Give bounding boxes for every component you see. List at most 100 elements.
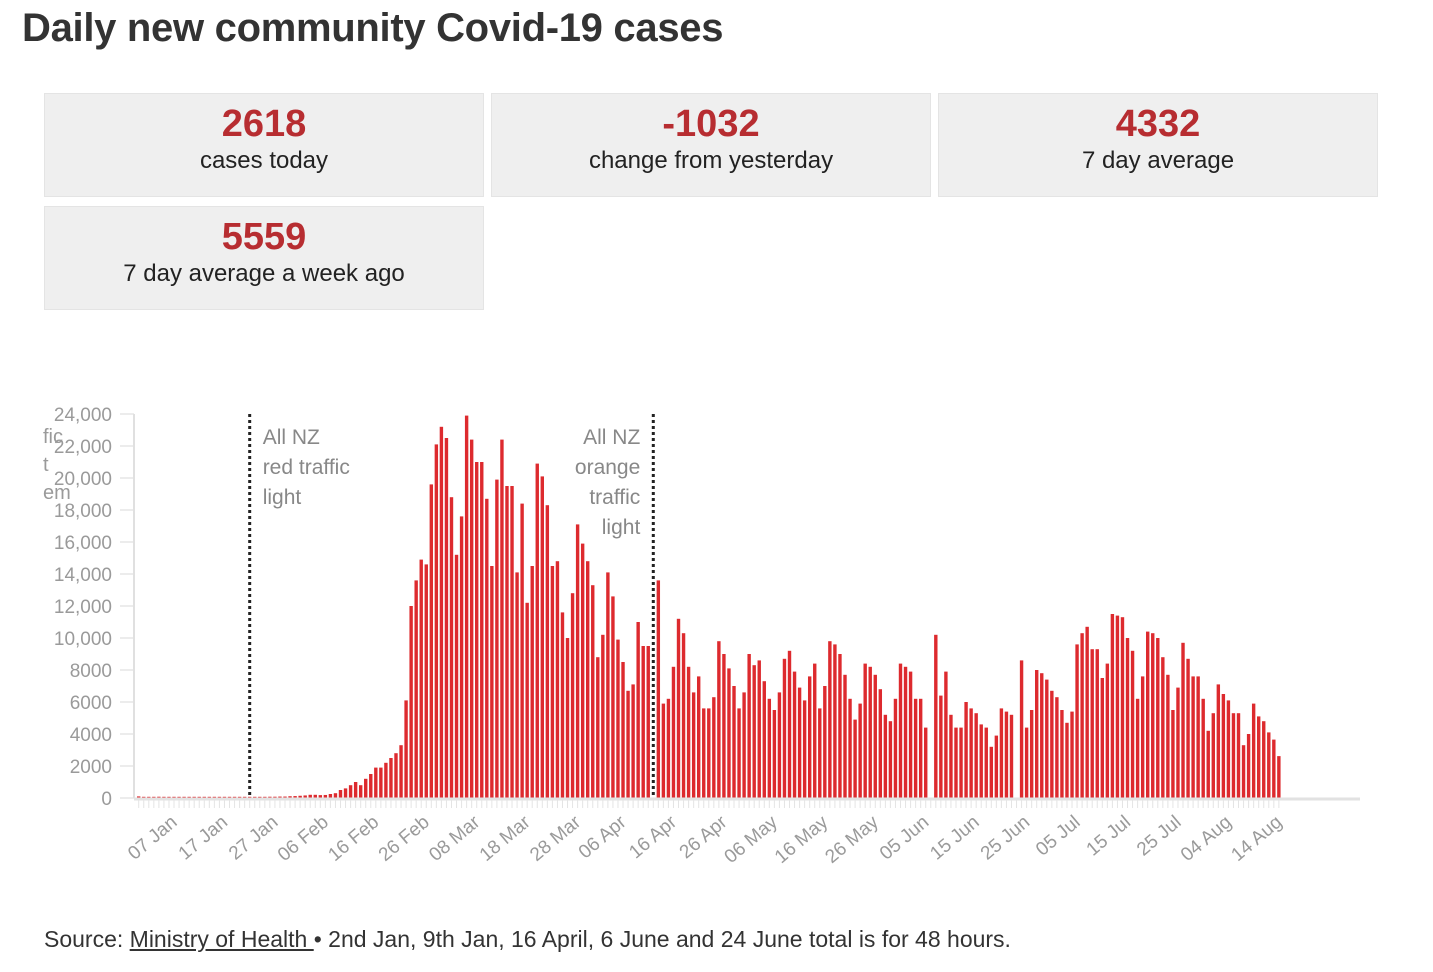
stat-value: -1032 (662, 103, 760, 145)
bar (757, 660, 761, 798)
bar (1251, 703, 1256, 798)
ministry-of-health-link[interactable]: Ministry of Health (129, 926, 314, 952)
bar (1120, 617, 1125, 798)
bar (379, 767, 383, 798)
bar (414, 580, 418, 798)
bar (873, 674, 877, 798)
axes: 0 2000 4000 6000 8000 10,000 12,000 14,000 16,00… (43, 405, 1360, 868)
bar (480, 462, 484, 798)
bar (843, 674, 847, 798)
bar (152, 796, 156, 798)
bar (1176, 687, 1180, 798)
bar (1216, 684, 1221, 798)
bar (530, 566, 534, 798)
bar (868, 666, 872, 798)
bar (535, 463, 539, 798)
bar (242, 796, 247, 798)
bar (1201, 698, 1205, 798)
x-tick-label: 18 Mar (476, 811, 535, 866)
x-tick-label: 08 Mar (425, 811, 484, 866)
bar (1070, 711, 1074, 798)
bar (747, 654, 751, 798)
bar (833, 644, 837, 798)
bar (989, 746, 994, 798)
bar (913, 698, 918, 798)
bar (1085, 626, 1089, 798)
y-axis-gridlines (120, 413, 134, 799)
bar (1236, 713, 1241, 798)
bar (247, 796, 252, 798)
bar (1065, 722, 1069, 798)
stat-label: 7 day average a week ago (123, 260, 405, 287)
bar (222, 796, 227, 798)
stat-label: change from yesterday (588, 147, 834, 174)
bar (893, 698, 898, 798)
bar (823, 686, 827, 798)
bar-series (137, 415, 1281, 798)
x-tick-label: 16 May (771, 811, 833, 867)
bar (389, 758, 393, 798)
bar (707, 708, 711, 798)
bar (1024, 727, 1029, 798)
stat-card-7-day-average-week-ago: 5559 7 day average a week ago (44, 206, 484, 310)
bar (475, 462, 479, 798)
bar (1125, 638, 1130, 798)
y-axis-overlap-text: t (43, 454, 49, 476)
bar (1231, 713, 1236, 798)
bar (1095, 649, 1099, 798)
bar (777, 692, 782, 798)
bar (924, 727, 928, 798)
bar (328, 794, 333, 798)
bar (717, 641, 721, 798)
bar (1110, 614, 1115, 798)
bar (1080, 633, 1084, 798)
stat-card-7-day-average: 4332 7 day average (938, 93, 1378, 197)
y-tick-label: 16,000 (54, 533, 112, 554)
bar (197, 796, 201, 798)
bar (1100, 678, 1104, 798)
y-tick-label: 2000 (70, 757, 112, 778)
stat-label: 7 day average (1081, 147, 1235, 174)
bar (1246, 734, 1251, 798)
bar (732, 686, 736, 798)
bar (333, 793, 338, 798)
bar (848, 698, 852, 798)
bar (369, 774, 373, 798)
y-tick-label: 24,000 (54, 405, 112, 426)
bar (358, 785, 363, 798)
bar (1171, 710, 1175, 798)
bar (918, 698, 923, 798)
x-tick-label: 14 Aug (1227, 812, 1286, 866)
bar (984, 727, 988, 798)
bar (500, 439, 504, 798)
x-tick-label: 15 Jun (926, 812, 983, 865)
source-prefix: Source: (44, 926, 130, 952)
bar (1004, 711, 1009, 798)
bar (495, 479, 499, 798)
bar (232, 796, 237, 798)
bar (752, 665, 756, 798)
bar (944, 671, 948, 798)
bar (903, 666, 908, 798)
bar (454, 554, 459, 798)
x-tick-label: 25 Jun (977, 812, 1034, 865)
y-tick-label: 6000 (70, 693, 112, 714)
bar (797, 687, 802, 798)
bar (1060, 710, 1064, 798)
bar (202, 796, 206, 798)
bar (611, 596, 615, 798)
bar (545, 505, 550, 798)
bar (702, 708, 706, 798)
bar (686, 666, 691, 798)
bar (782, 658, 787, 798)
bar (939, 695, 943, 798)
bar (227, 796, 232, 798)
bar (727, 668, 731, 798)
bar (217, 796, 222, 798)
x-tick-label: 07 Jan (124, 812, 181, 865)
bar (520, 503, 524, 798)
bar (1226, 700, 1231, 798)
bar (1181, 642, 1185, 798)
source-suffix: • 2nd Jan, 9th Jan, 16 April, 6 June and… (313, 926, 1011, 952)
bar (565, 638, 570, 798)
